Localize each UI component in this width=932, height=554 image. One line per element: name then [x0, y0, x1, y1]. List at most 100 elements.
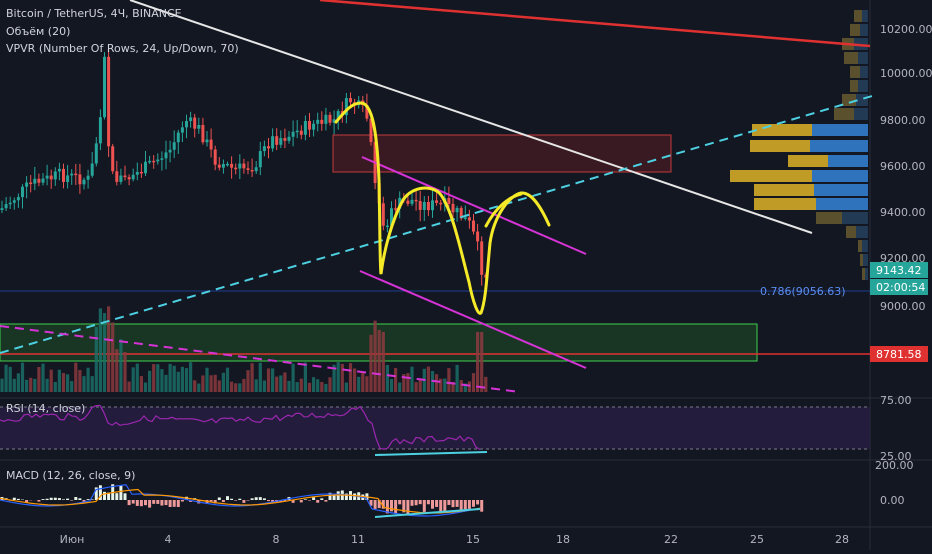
macd-label[interactable]: MACD (12, 26, close, 9)	[6, 469, 135, 482]
vpvr-up-bar	[834, 108, 854, 120]
macd-histogram-bar	[152, 500, 155, 504]
volume-bar	[13, 379, 16, 392]
time-tick-label: 4	[165, 533, 172, 546]
candle-body	[255, 167, 258, 171]
vpvr-up-bar	[850, 66, 860, 78]
candle-body	[152, 161, 155, 163]
time-tick-label: 18	[556, 533, 570, 546]
candle-body	[206, 140, 209, 143]
volume-bar	[185, 368, 188, 392]
price-tick-label: 10200.00	[880, 23, 932, 36]
rsi-label[interactable]: RSI (14, close)	[6, 402, 85, 415]
candle-body	[423, 202, 426, 210]
candle-body	[419, 201, 422, 210]
volume-bar	[296, 382, 299, 392]
volume-bar	[54, 382, 57, 392]
vpvr-down-bar	[860, 24, 868, 36]
macd-histogram-bar	[119, 486, 122, 500]
vpvr-down-bar	[816, 198, 868, 210]
macd-histogram-bar	[452, 500, 455, 507]
volume-bar	[406, 373, 409, 392]
macd-histogram-bar	[66, 499, 69, 500]
volume-bar	[324, 384, 327, 392]
volume-bar	[456, 365, 459, 392]
macd-histogram-bar	[156, 500, 159, 504]
macd-histogram-bar	[165, 500, 168, 505]
candle-body	[324, 115, 327, 124]
volume-bar	[103, 313, 106, 392]
vpvr-down-bar	[863, 254, 868, 266]
volume-bar	[308, 383, 311, 392]
vpvr-up-bar	[850, 24, 860, 36]
volume-bar	[111, 322, 114, 392]
candle-body	[300, 131, 303, 135]
macd-histogram-bar	[324, 500, 327, 502]
volume-bar	[242, 379, 245, 392]
volume-bar	[70, 381, 73, 392]
macd-histogram-bar	[74, 497, 77, 500]
level-text: 8781.58	[876, 348, 922, 361]
macd-histogram-bar	[247, 500, 250, 501]
volume-bar	[29, 378, 32, 392]
macd-histogram-bar	[300, 500, 303, 502]
macd-histogram-bar	[17, 499, 20, 500]
vpvr-up-bar	[750, 140, 810, 152]
vpvr-down-bar	[860, 66, 868, 78]
volume-bar	[152, 364, 155, 392]
vpvr-down-bar	[854, 108, 868, 120]
macd-histogram-bar	[242, 500, 245, 503]
volume-bar	[275, 377, 278, 392]
macd-histogram-bar	[124, 493, 127, 500]
vpvr-up-bar	[854, 10, 862, 22]
macd-histogram-bar	[312, 497, 315, 500]
volume-bar	[50, 370, 53, 392]
macd-histogram-bar	[320, 498, 323, 500]
volume-bar	[197, 384, 200, 392]
vpvr-down-bar	[858, 52, 868, 64]
candle-body	[386, 226, 389, 228]
volume-bar	[218, 380, 221, 392]
legend-volume[interactable]: Объём (20)	[6, 25, 70, 38]
vpvr-down-bar	[862, 10, 868, 22]
volume-bar	[357, 377, 360, 392]
candle-body	[197, 125, 200, 129]
volume-bar	[427, 367, 430, 392]
legend-vpvr[interactable]: VPVR (Number Of Rows, 24, Up/Down, 70)	[6, 42, 239, 55]
macd-histogram-bar	[132, 500, 135, 504]
candle-body	[316, 120, 319, 124]
candle-body	[480, 241, 483, 274]
volume-bar	[78, 370, 81, 392]
volume-bar	[304, 362, 307, 392]
volume-bar	[87, 368, 90, 392]
macd-histogram-bar	[427, 500, 430, 504]
candle-body	[452, 204, 455, 212]
macd-histogram-bar	[226, 496, 229, 500]
macd-histogram-bar	[431, 500, 434, 509]
candle-body	[103, 57, 106, 117]
price-tick-label: 10000.00	[880, 67, 932, 80]
volume-bar	[189, 362, 192, 392]
macd-histogram-bar	[374, 500, 377, 509]
macd-histogram-bar	[480, 500, 483, 512]
volume-bar	[443, 379, 446, 392]
volume-bar	[472, 373, 475, 392]
volume-bar	[246, 370, 249, 392]
volume-bar	[58, 370, 61, 392]
macd-histogram-bar	[468, 500, 471, 509]
volume-bar	[238, 383, 241, 392]
volume-bar	[62, 373, 65, 392]
candle-body	[214, 149, 217, 164]
legend-symbol[interactable]: Bitcoin / TetherUS, 4Ч, BINANCE	[6, 7, 182, 20]
candle-body	[148, 161, 151, 163]
macd-histogram-bar	[238, 499, 241, 500]
candle-body	[288, 137, 291, 141]
macd-histogram-bar	[263, 498, 266, 500]
vpvr-up-bar	[846, 226, 856, 238]
volume-bar	[173, 366, 176, 392]
volume-bar	[33, 379, 36, 392]
volume-bar	[136, 364, 139, 392]
vpvr-down-bar	[858, 80, 868, 92]
candle-body	[111, 146, 114, 171]
time-tick-label: 15	[466, 533, 480, 546]
